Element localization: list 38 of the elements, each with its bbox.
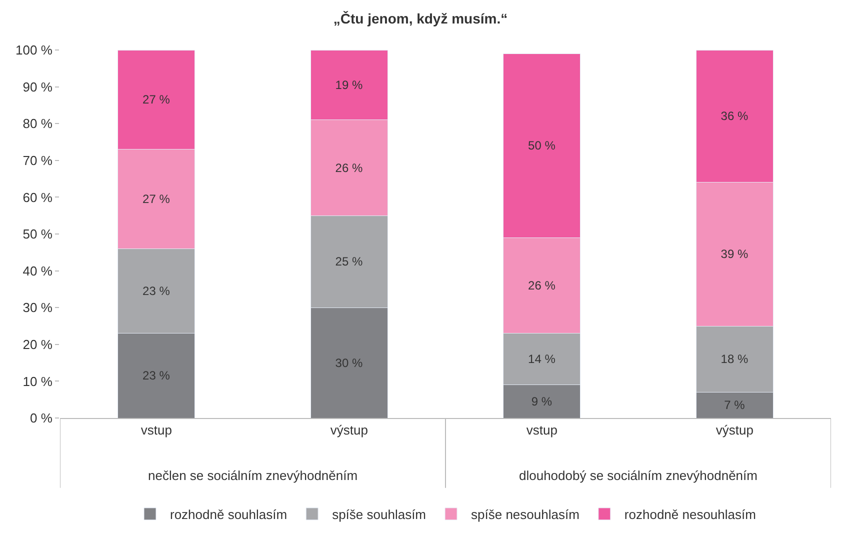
x-tick-label: výstup [330,422,368,438]
legend-label: spíše nesouhlasím [471,506,580,522]
x-tick-label: vstup [526,422,558,438]
data-label: 23 % [142,284,170,298]
data-label: 19 % [335,78,363,92]
y-tick-label: 20 % [22,336,53,352]
data-label: 27 % [142,92,170,107]
y-tick-label: 100 % [16,42,53,58]
y-tick-label: 90 % [22,79,53,94]
data-label: 7 % [724,398,746,412]
y-tick-label: 50 % [22,226,53,242]
data-label: 30 % [335,356,363,370]
data-label: 14 % [528,352,556,366]
y-tick-label: 0 % [30,410,53,426]
data-label: 26 % [335,160,363,175]
data-label: 50 % [528,138,556,153]
data-label: 36 % [720,109,748,124]
legend-label: spíše souhlasím [332,506,426,522]
data-label: 23 % [142,368,170,383]
data-label: 39 % [720,247,748,262]
y-tick-label: 70 % [22,152,53,168]
x-tick-label: vstup [140,422,172,438]
text: nečlen se sociálním znevýhodněním [148,468,358,483]
legend-label: rozhodně nesouhlasím [624,506,756,522]
text: dlouhodobý se sociálním znevýhodněním [519,468,758,483]
y-tick-label: 40 % [22,263,53,278]
data-label: 26 % [528,278,556,293]
data-label: 25 % [335,254,363,269]
legend-label: rozhodně souhlasím [170,506,288,522]
chart-title: „Čtu jenom, když musím.“ [333,10,508,26]
y-tick-label: 30 % [22,300,53,316]
y-tick-label: 80 % [22,116,53,132]
data-label: 27 % [142,192,170,206]
data-label: 18 % [720,352,748,366]
data-label: 9 % [531,394,552,408]
y-tick-label: 60 % [22,190,53,205]
x-tick-label: výstup [716,422,754,438]
y-tick-label: 10 % [22,374,53,389]
